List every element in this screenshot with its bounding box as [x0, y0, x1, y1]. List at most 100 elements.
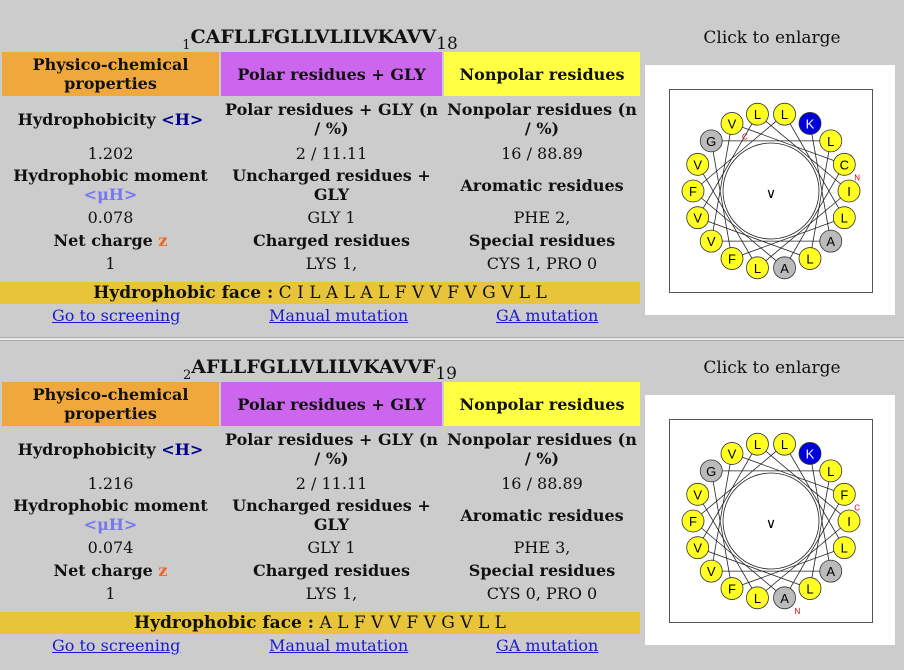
netcharge-label-text: Net charge: [53, 560, 153, 580]
svg-text:K: K: [806, 116, 815, 131]
svg-text:V: V: [707, 564, 716, 579]
moment-value: 0.078: [87, 207, 134, 227]
header-physico: Physico-chemical properties: [2, 382, 219, 426]
wheel-connector: [692, 520, 785, 599]
go-to-screening-link[interactable]: Go to screening: [52, 306, 181, 325]
wheel-residue: L: [746, 432, 769, 456]
svg-text:V: V: [693, 157, 702, 172]
wheel-residue: L: [746, 102, 769, 126]
moment-arrow-icon: ∨: [766, 186, 776, 202]
aromatic-value: PHE 2,: [513, 207, 571, 227]
properties-table: Physico-chemical properties Polar residu…: [0, 52, 642, 274]
svg-text:F: F: [689, 184, 697, 199]
wheel-residue: CN: [832, 152, 860, 182]
nonpolar-count-label: Nonpolar residues (n / %): [447, 430, 637, 468]
netcharge-value: 1: [105, 253, 116, 273]
wheel-connector: [697, 217, 811, 259]
wheel-residue: G: [699, 459, 723, 483]
manual-mutation-link[interactable]: Manual mutation: [269, 306, 409, 325]
moment-symbol: <μH>: [83, 515, 138, 534]
wheel-residue: L: [819, 459, 843, 483]
wheel-residue: V: [720, 442, 744, 465]
block-separator: [0, 337, 904, 341]
wheel-residue: V: [699, 229, 723, 253]
wheel-center-circle: [722, 472, 820, 570]
svg-text:V: V: [728, 446, 737, 461]
aromatic-label: Aromatic residues: [460, 505, 624, 525]
moment-label: Hydrophobic moment <μH>: [2, 494, 219, 536]
polar-count-label: Polar residues + GLY (n / %): [224, 100, 439, 138]
wheel-connector: [784, 113, 845, 218]
wheel-residue: F: [681, 509, 705, 533]
polar-count-value: 2 / 11.11: [295, 473, 368, 493]
moment-label: Hydrophobic moment <μH>: [2, 164, 219, 206]
hydrophobic-face-value: C I L A L A L F V V F V G V L L: [278, 283, 547, 303]
helical-wheel-thumbnail[interactable]: ∨ K L F C I L A L A N L F V V F V G V L L: [645, 395, 895, 645]
sequence-end-index: 18: [436, 34, 458, 54]
wheel-residue: I: [837, 179, 861, 203]
wheel-residue: V: [699, 559, 723, 583]
svg-text:F: F: [728, 582, 736, 597]
hydrophobicity-label-text: Hydrophobicity: [17, 439, 156, 459]
sequence-title: 1CAFLLFGLLVLILVKAVV18: [0, 26, 640, 54]
svg-text:L: L: [806, 582, 813, 597]
wheel-connector: [809, 453, 832, 572]
wheel-connector: [757, 113, 850, 192]
charged-label: Charged residues: [253, 560, 410, 580]
svg-text:L: L: [781, 107, 788, 122]
ga-mutation-link[interactable]: GA mutation: [496, 636, 599, 655]
wheel-residue: L: [819, 129, 843, 153]
wheel-residue: L: [773, 102, 796, 126]
hydrophobic-face-label: Hydrophobic face :: [93, 283, 274, 303]
wheel-center-circle: [722, 142, 820, 240]
special-label: Special residues: [468, 230, 616, 250]
nonpolar-count-value: 16 / 88.89: [501, 473, 583, 493]
wheel-connector: [697, 164, 758, 269]
svg-text:L: L: [841, 211, 848, 226]
terminus-marker: C: [742, 132, 748, 141]
wheel-residue: FC: [832, 482, 860, 512]
wheel-connector: [710, 470, 733, 589]
hydrophobicity-label: Hydrophobicity <H>: [2, 426, 219, 472]
wheel-connector: [731, 453, 845, 495]
svg-text:L: L: [754, 261, 761, 276]
ga-mutation-link[interactable]: GA mutation: [496, 306, 599, 325]
hydrophobicity-symbol: <H>: [161, 439, 204, 459]
peptide-block-2: 2AFLLFGLLVLILVKAVVF19 Physico-chemical p…: [0, 330, 904, 660]
wheel-connector: [697, 547, 811, 589]
svg-text:L: L: [827, 464, 834, 479]
uncharged-label: Uncharged residues + GLY: [232, 496, 431, 534]
netcharge-label: Net charge z: [2, 228, 219, 252]
header-nonpolar: Nonpolar residues: [444, 52, 640, 96]
wheel-residue: L: [832, 536, 856, 560]
wheel-residue: F: [720, 577, 744, 600]
helical-wheel-thumbnail[interactable]: ∨ K L C N I L A L A L F V V F V G V C L L: [645, 65, 895, 315]
wheel-residue: F: [720, 247, 744, 270]
click-to-enlarge-text: Click to enlarge: [703, 28, 841, 48]
hydrophobic-face: Hydrophobic face : A L F V V F V G V L L: [0, 612, 640, 634]
netcharge-label: Net charge z: [2, 558, 219, 582]
sequence-text: AFLLFGLLVLILVKAVVF: [191, 356, 436, 378]
wheel-connector: [784, 443, 845, 548]
go-to-screening-link[interactable]: Go to screening: [52, 636, 181, 655]
wheel-residue: L: [798, 577, 822, 600]
click-to-enlarge-text: Click to enlarge: [703, 358, 841, 378]
wheel-residue: A: [773, 256, 796, 280]
peptide-block-1: 1CAFLLFGLLVLILVKAVV18 Physico-chemical p…: [0, 0, 904, 330]
svg-text:L: L: [827, 134, 834, 149]
manual-mutation-link[interactable]: Manual mutation: [269, 636, 409, 655]
wheel-residue: I: [837, 509, 861, 533]
wheel-connector: [692, 190, 785, 269]
sequence-title: 2AFLLFGLLVLILVKAVVF19: [0, 356, 640, 384]
wheel-connector: [809, 470, 832, 589]
aromatic-value: PHE 3,: [513, 537, 571, 557]
nonpolar-count-value: 16 / 88.89: [501, 143, 583, 163]
wheel-connector: [784, 494, 845, 599]
svg-text:L: L: [754, 107, 761, 122]
special-value: CYS 0, PRO 0: [486, 583, 598, 603]
wheel-residue: L: [746, 256, 769, 280]
wheel-residue: L: [832, 206, 856, 230]
netcharge-label-text: Net charge: [53, 230, 153, 250]
wheel-connector: [692, 443, 785, 522]
